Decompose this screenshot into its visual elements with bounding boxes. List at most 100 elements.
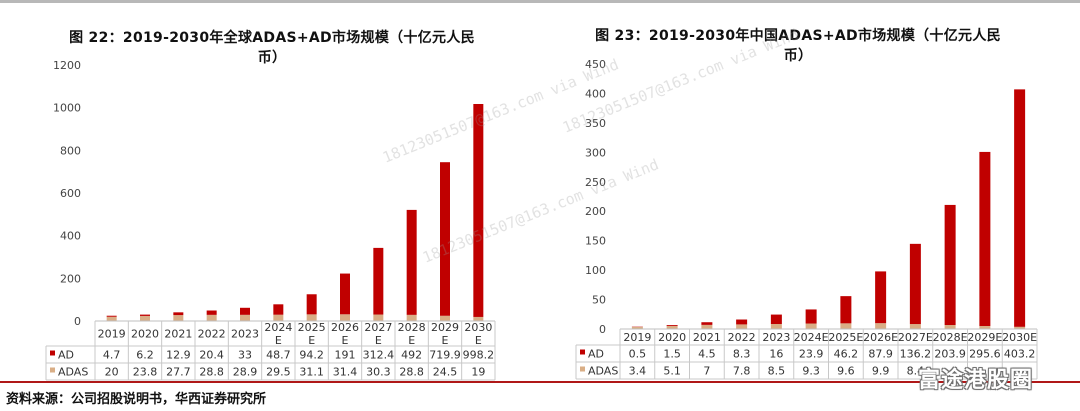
chart-title-global: 图 22：2019-2030年全球ADAS+AD市场规模（十亿元人民 币）: [62, 28, 482, 68]
bar-ad: [701, 322, 713, 325]
data-table-value: 4.5: [698, 348, 716, 361]
data-table-value: 29.5: [266, 366, 291, 379]
bar-adas: [473, 316, 484, 321]
bar-ad: [306, 294, 317, 315]
x-category-label: E: [442, 334, 449, 347]
bar-adas: [373, 314, 384, 321]
x-category-label: 2019: [98, 328, 126, 341]
data-table-value: 403.2: [1004, 348, 1036, 361]
legend-key: [50, 367, 55, 373]
y-tick-label: 250: [585, 176, 606, 189]
bar-adas: [631, 326, 643, 329]
data-table-value: 27.7: [166, 366, 191, 379]
data-table-value: 20: [105, 366, 119, 379]
legend-label: ADAS: [588, 365, 618, 378]
x-category-label: 2021: [164, 328, 192, 341]
data-table-value: 87.9: [868, 348, 893, 361]
bar-adas: [840, 323, 852, 329]
bar-ad: [106, 315, 117, 317]
bar-adas: [406, 314, 417, 321]
y-tick-label: 200: [60, 272, 81, 285]
x-category-label: 2029E: [967, 331, 1002, 344]
y-tick-label: 100: [585, 264, 606, 277]
legend-label: AD: [588, 348, 604, 361]
bar-ad: [979, 151, 991, 326]
y-tick-label: 400: [585, 87, 606, 100]
x-category-label: 2026: [331, 321, 359, 334]
data-table-value: 3.4: [629, 365, 647, 378]
data-table-value: 719.9: [429, 349, 461, 362]
bar-adas: [666, 325, 678, 329]
legend-key: [580, 366, 585, 372]
bar-adas: [979, 325, 991, 329]
data-table-value: 203.9: [934, 348, 966, 361]
bar-ad: [273, 304, 284, 315]
data-table-value: 23.9: [799, 348, 824, 361]
data-table-value: 8.5: [768, 365, 786, 378]
x-category-label: 2026E: [863, 331, 898, 344]
data-table-value: 28.9: [233, 366, 258, 379]
bar-adas: [805, 323, 817, 329]
data-table-value: 8.4: [907, 365, 925, 378]
data-table-value: 28.8: [399, 366, 424, 379]
data-table-value: 23.8: [133, 366, 158, 379]
data-table-value: 30.3: [366, 366, 391, 379]
data-table-value: 9.3: [802, 365, 820, 378]
bar-ad: [173, 312, 184, 316]
legend-key: [50, 350, 55, 356]
legend-key: [580, 349, 585, 355]
y-tick-label: 350: [585, 117, 606, 130]
x-category-label: 2022: [198, 328, 226, 341]
bar-ad: [875, 271, 887, 324]
data-table-value: 31.1: [299, 366, 324, 379]
bar-adas: [701, 324, 713, 329]
x-category-label: 2030E: [1002, 331, 1037, 344]
y-tick-label: 1000: [53, 102, 81, 115]
data-table-value: 48.7: [266, 349, 291, 362]
bar-adas: [1014, 326, 1026, 329]
data-table-value: 9.9: [872, 365, 890, 378]
bar-ad: [140, 314, 150, 316]
data-table-value: 5.1: [663, 365, 681, 378]
x-category-label: E: [342, 334, 349, 347]
data-table-value: 492: [401, 349, 422, 362]
x-category-label: 2029: [431, 321, 459, 334]
legend-label: ADAS: [58, 366, 88, 379]
bar-ad: [770, 314, 782, 324]
chart-title-china: 图 23：2019-2030年中国ADAS+AD市场规模（十亿元人民币）: [588, 26, 1008, 66]
x-category-label: 2027: [364, 321, 392, 334]
bar-adas: [875, 323, 887, 329]
x-category-label: E: [475, 334, 482, 347]
data-table-value: 33: [238, 349, 252, 362]
bar-ad: [666, 325, 678, 326]
data-table-value: 24.5: [433, 366, 458, 379]
data-table-value: 1.5: [663, 348, 681, 361]
bar-adas: [106, 316, 117, 321]
data-table-value: 136.2: [900, 348, 932, 361]
data-table-value: 9.6: [837, 365, 855, 378]
data-table-value: 8.3: [733, 348, 751, 361]
bar-ad: [909, 243, 921, 325]
y-tick-label: 0: [74, 315, 81, 328]
y-tick-label: 450: [585, 58, 606, 71]
bar-ad: [340, 273, 350, 315]
bar-adas: [206, 314, 217, 321]
bar-adas: [440, 315, 450, 321]
data-table-value: 998.2: [463, 349, 495, 362]
bar-ad: [373, 247, 384, 315]
chart-title-china-line-1: 图 23：2019-2030年中国ADAS+AD市场规模（十亿元人民币）: [595, 28, 1001, 64]
x-category-label: 2020: [658, 331, 686, 344]
data-table-value: 4.7: [103, 349, 121, 362]
bar-ad: [805, 309, 817, 324]
brand-logo: 富途港股圈: [918, 368, 1034, 393]
bar-adas: [736, 324, 748, 329]
data-table-value: 19: [471, 366, 485, 379]
x-category-label: 2019: [623, 331, 651, 344]
bar-adas: [340, 314, 350, 321]
chart-title-global-line-1: 图 22：2019-2030年全球ADAS+AD市场规模（十亿元人民: [69, 30, 475, 46]
x-category-label: E: [375, 334, 382, 347]
data-table-value: 94.2: [299, 349, 324, 362]
bar-adas: [306, 314, 317, 321]
y-tick-label: 0: [599, 323, 606, 336]
